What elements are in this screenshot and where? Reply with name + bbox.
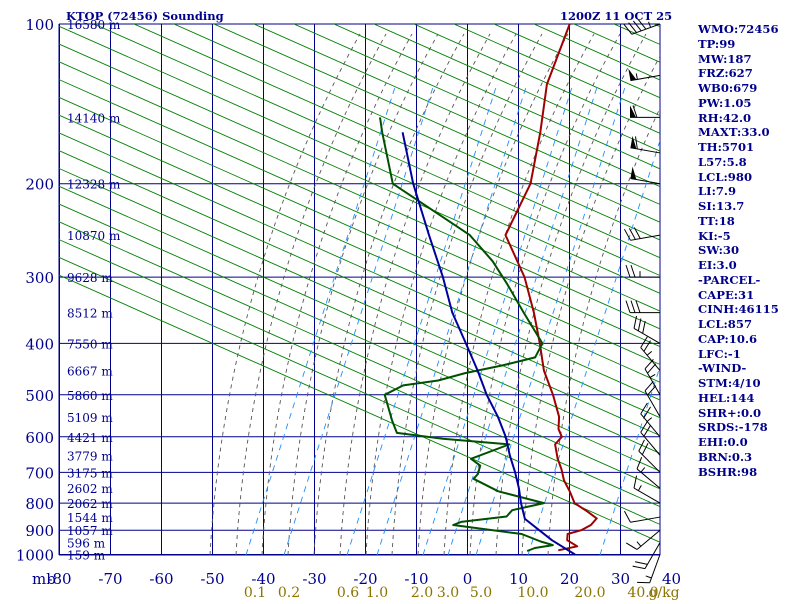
index-line: LFC:-1 <box>698 347 800 362</box>
index-line: WB0:679 <box>698 81 800 96</box>
index-line: HEL:144 <box>698 391 800 406</box>
index-line: CAPE:31 <box>698 288 800 303</box>
pressure-unit-label: mb <box>32 570 56 588</box>
index-line: TT:18 <box>698 214 800 229</box>
pressure-tick-label: 300 <box>25 269 54 287</box>
index-line: WMO:72456 <box>698 22 800 37</box>
mixing-ratio-unit: g/kg <box>648 585 679 600</box>
height-label: 2062 m <box>67 497 113 511</box>
pressure-tick-label: 400 <box>25 335 54 353</box>
mixing-ratio-label: 0.6 <box>337 585 359 600</box>
index-line: BRN:0.3 <box>698 450 800 465</box>
index-line: EI:3.0 <box>698 258 800 273</box>
index-line: MAXT:33.0 <box>698 125 800 140</box>
index-line: KI:-5 <box>698 229 800 244</box>
index-line: L57:5.8 <box>698 155 800 170</box>
index-line: RH:42.0 <box>698 111 800 126</box>
height-label: 5860 m <box>67 389 113 403</box>
chart-timestamp: 1200Z 11 OCT 25 <box>560 9 672 23</box>
pressure-tick-label: 200 <box>25 176 54 194</box>
index-line: BSHR:98 <box>698 465 800 480</box>
mixing-ratio-label: 0.1 <box>244 585 266 600</box>
height-label: 2602 m <box>67 482 113 496</box>
height-label: 9628 m <box>67 271 113 285</box>
index-line: LI:7.9 <box>698 184 800 199</box>
index-line: -PARCEL- <box>698 273 800 288</box>
height-label: 5109 m <box>67 411 113 425</box>
index-line: PW:1.05 <box>698 96 800 111</box>
height-label: 14140 m <box>67 111 121 125</box>
index-line: STM:4/10 <box>698 376 800 391</box>
mixing-ratio-label: 10.0 <box>517 585 548 600</box>
index-line: SRDS:-178 <box>698 420 800 435</box>
height-label: 3175 m <box>67 466 113 480</box>
mixing-ratio-label: 20.0 <box>574 585 605 600</box>
index-line: CAP:10.6 <box>698 332 800 347</box>
pressure-tick-label: 700 <box>25 464 54 482</box>
height-label: 10870 m <box>67 229 121 243</box>
height-label: 4421 m <box>67 431 113 445</box>
index-line: LCL:980 <box>698 170 800 185</box>
height-label: 1544 m <box>67 511 113 525</box>
pressure-tick-label: 100 <box>25 16 54 34</box>
height-label: 12328 m <box>67 178 121 192</box>
height-label: 6667 m <box>67 365 113 379</box>
index-line: CINH:46115 <box>698 302 800 317</box>
index-line: SI:13.7 <box>698 199 800 214</box>
pressure-tick-label: 600 <box>25 429 54 447</box>
index-line: TP:99 <box>698 37 800 52</box>
height-label: 7550 m <box>67 337 113 351</box>
index-line: MW:187 <box>698 52 800 67</box>
mixing-ratio-label: 3.0 <box>437 585 459 600</box>
height-label: 159 m <box>67 549 106 563</box>
index-line: LCL:857 <box>698 317 800 332</box>
index-line: SHR+:0.0 <box>698 406 800 421</box>
height-label: 3779 m <box>67 449 113 463</box>
pressure-tick-label: 500 <box>25 387 54 405</box>
mixing-ratio-label: 1.0 <box>366 585 388 600</box>
index-line: EHI:0.0 <box>698 435 800 450</box>
mixing-ratio-label: 2.0 <box>411 585 433 600</box>
temp-tick-label: -60 <box>149 570 173 588</box>
index-line: TH:5701 <box>698 140 800 155</box>
mixing-ratio-label: 0.2 <box>278 585 300 600</box>
mixing-ratio-label: 5.0 <box>470 585 492 600</box>
temp-tick-label: -70 <box>98 570 122 588</box>
pressure-tick-label: 1000 <box>16 547 54 565</box>
pressure-tick-label: 800 <box>25 495 54 513</box>
pressure-tick-label: 900 <box>25 522 54 540</box>
height-label: 8512 m <box>67 307 113 321</box>
temp-tick-label: -30 <box>302 570 326 588</box>
temp-tick-label: -50 <box>200 570 224 588</box>
index-line: SW:30 <box>698 243 800 258</box>
index-line: -WIND- <box>698 361 800 376</box>
chart-title: KTOP (72456) Sounding <box>66 9 224 23</box>
index-line: FRZ:627 <box>698 66 800 81</box>
